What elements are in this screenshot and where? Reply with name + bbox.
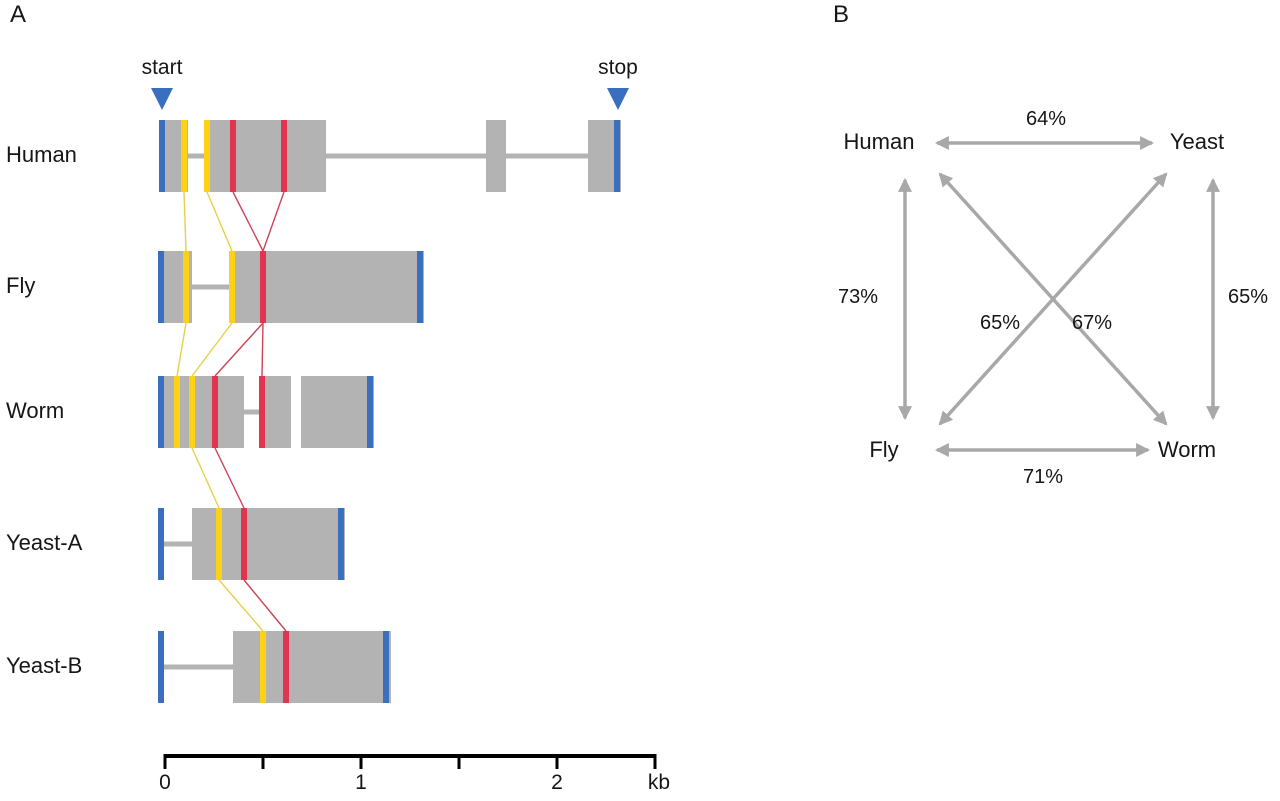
yellow-bar: [183, 251, 189, 323]
exon-box: [158, 376, 244, 448]
exon-box: [229, 251, 424, 323]
homology-connector-red: [261, 322, 264, 377]
scale-tick-label-2: 2: [551, 771, 563, 794]
start-marker-icon: [151, 88, 173, 110]
yellow-bar: [229, 251, 235, 323]
scale-tick-label-1: 1: [355, 771, 367, 794]
gene-label-human: Human: [6, 142, 77, 167]
identity-arrow-human-worm: [938, 172, 1168, 426]
exon-box: [204, 120, 326, 192]
yellow-bar: [216, 508, 222, 580]
species-node-worm: Worm: [1157, 437, 1217, 462]
species-node-yeast: Yeast: [1169, 129, 1225, 154]
exon-box: [233, 631, 391, 703]
gene-label-yeast-a: Yeast-A: [6, 530, 83, 555]
blue-bar: [614, 120, 620, 192]
start-label: start: [141, 56, 183, 79]
yellow-bar: [181, 120, 187, 192]
blue-bar: [158, 508, 164, 580]
blue-bar: [158, 251, 164, 323]
red-bar: [260, 251, 266, 323]
homology-connector-red: [214, 322, 264, 377]
blue-bar: [159, 120, 165, 192]
homology-connector-yellow: [191, 447, 220, 509]
homology-connector-yellow: [191, 322, 233, 377]
blue-bar: [338, 508, 344, 580]
homology-connector-yellow: [206, 191, 233, 252]
stop-marker-icon: [607, 88, 629, 110]
identity-yeast-worm: 65%: [1227, 286, 1269, 308]
blue-bar: [417, 251, 423, 323]
exon-box: [192, 508, 345, 580]
blue-bar: [158, 376, 164, 448]
identity-fly-worm: 71%: [1022, 466, 1064, 488]
exon-box: [486, 120, 506, 192]
homology-connector-yellow: [176, 322, 187, 377]
yellow-bar: [204, 120, 210, 192]
red-bar: [230, 120, 236, 192]
identity-fly-yeast: 65%: [979, 312, 1021, 334]
yellow-bar: [189, 376, 195, 448]
red-bar: [281, 120, 287, 192]
gene-label-worm: Worm: [6, 398, 65, 423]
red-bar: [241, 508, 247, 580]
yellow-bar: [260, 631, 266, 703]
identity-human-fly: 73%: [837, 286, 879, 308]
panel-a-letter: A: [10, 1, 27, 28]
homology-connector-yellow: [183, 191, 187, 252]
blue-bar: [367, 376, 373, 448]
scale-unit-label: kb: [647, 771, 671, 794]
blue-bar: [158, 631, 164, 703]
homology-connector-red: [243, 579, 287, 632]
homology-connector-red: [232, 191, 264, 252]
homology-connector-red: [262, 191, 285, 252]
scale-tick-label-0: 0: [159, 771, 171, 794]
identity-human-yeast: 64%: [1025, 108, 1067, 130]
red-bar: [283, 631, 289, 703]
stop-label: stop: [598, 56, 638, 79]
blue-bar: [383, 631, 389, 703]
species-node-fly: Fly: [869, 437, 899, 462]
species-node-human: Human: [843, 129, 915, 154]
gene-label-yeast-b: Yeast-B: [6, 653, 83, 678]
red-bar: [259, 376, 265, 448]
red-bar: [212, 376, 218, 448]
identity-human-worm: 67%: [1071, 312, 1113, 334]
homology-connector-red: [214, 447, 245, 509]
homology-connector-yellow: [218, 579, 264, 632]
yellow-bar: [174, 376, 180, 448]
gene-label-fly: Fly: [6, 273, 36, 298]
exon-box: [301, 376, 374, 448]
panel-b-letter: B: [833, 1, 850, 28]
